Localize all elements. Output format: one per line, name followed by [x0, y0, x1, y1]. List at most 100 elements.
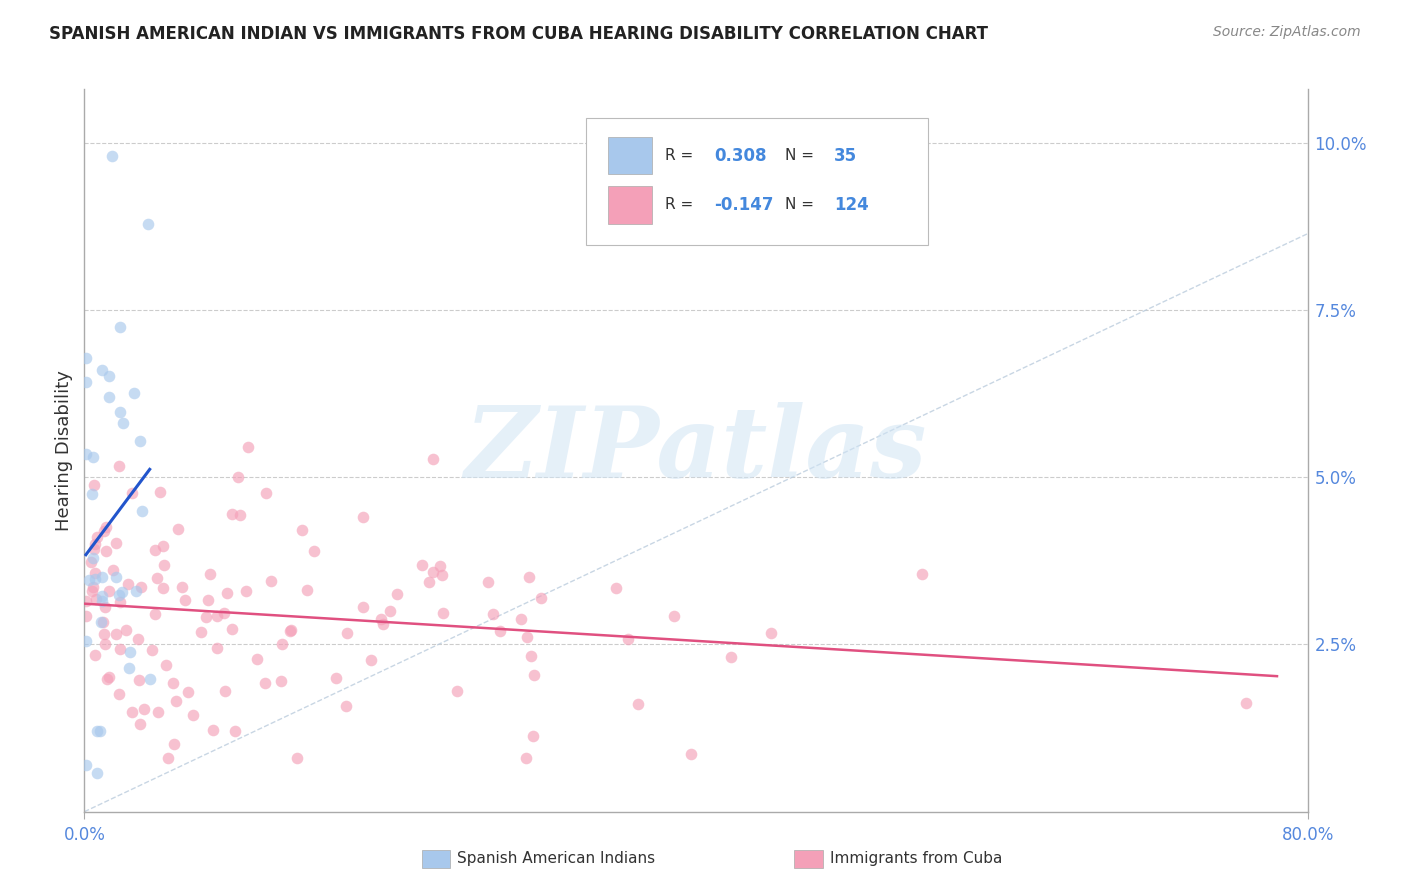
Text: Spanish American Indians: Spanish American Indians [457, 852, 655, 866]
Point [125, 584, 148, 599]
Point [82, 580, 104, 594]
Point [129, 434, 152, 448]
Point [162, 737, 184, 751]
Point [605, 581, 627, 595]
Point [108, 588, 131, 602]
Point [373, 617, 395, 632]
Point [148, 705, 170, 719]
Point [136, 217, 159, 231]
Point [132, 701, 155, 715]
Point [197, 593, 219, 607]
Point [235, 583, 257, 598]
Text: 124: 124 [834, 196, 869, 214]
Point [229, 508, 252, 522]
Point [166, 522, 188, 536]
Point [94, 599, 117, 614]
Point [93, 627, 115, 641]
Point [270, 637, 292, 651]
Point [121, 706, 143, 720]
Point [221, 507, 243, 521]
Point [387, 587, 409, 601]
Point [352, 600, 374, 615]
Point [105, 570, 128, 584]
Text: 35: 35 [834, 146, 858, 165]
Point [90, 615, 112, 629]
Text: N =: N = [786, 148, 820, 163]
Point [172, 580, 194, 594]
Text: ZIPatlas: ZIPatlas [465, 402, 927, 499]
Point [446, 684, 468, 698]
Point [205, 609, 228, 624]
Point [98, 670, 121, 684]
Point [270, 674, 292, 689]
Point [114, 623, 136, 637]
Text: 0.308: 0.308 [714, 146, 766, 165]
Point [108, 319, 131, 334]
Point [96, 672, 118, 686]
Point [517, 570, 540, 584]
Point [200, 567, 222, 582]
Point [759, 625, 782, 640]
Point [519, 649, 541, 664]
Text: Source: ZipAtlas.com: Source: ZipAtlas.com [1213, 25, 1361, 39]
Point [162, 675, 184, 690]
Point [522, 729, 544, 743]
Point [360, 653, 382, 667]
Point [83, 542, 105, 557]
Point [90, 589, 112, 603]
Point [108, 459, 131, 474]
Point [194, 609, 217, 624]
Point [617, 632, 640, 646]
Point [77, 573, 100, 587]
Point [75, 633, 97, 648]
Point [325, 671, 347, 685]
Point [254, 486, 277, 500]
Point [90, 362, 112, 376]
Point [205, 640, 228, 655]
Point [141, 642, 163, 657]
Point [335, 625, 357, 640]
Point [86, 530, 108, 544]
Point [83, 477, 105, 491]
Point [110, 595, 132, 609]
Point [124, 385, 146, 400]
Point [181, 708, 204, 723]
Point [146, 571, 169, 585]
Point [111, 584, 134, 599]
Point [75, 757, 97, 772]
Point [662, 609, 685, 624]
Text: R =: R = [665, 197, 699, 212]
FancyBboxPatch shape [607, 186, 652, 224]
Point [260, 574, 283, 589]
Point [411, 558, 433, 573]
Point [212, 606, 235, 620]
Point [1236, 696, 1258, 710]
Point [221, 622, 243, 636]
Point [91, 570, 114, 584]
Point [155, 658, 177, 673]
Point [432, 606, 454, 620]
Point [720, 649, 742, 664]
Point [370, 612, 392, 626]
Point [190, 625, 212, 640]
Point [202, 723, 225, 737]
Point [128, 673, 150, 687]
Point [108, 641, 131, 656]
Point [97, 368, 120, 383]
Point [226, 469, 249, 483]
Point [174, 593, 197, 607]
Text: Immigrants from Cuba: Immigrants from Cuba [830, 852, 1002, 866]
Point [352, 509, 374, 524]
Point [152, 582, 174, 596]
Point [422, 565, 444, 579]
Text: -0.147: -0.147 [714, 196, 773, 214]
Point [477, 575, 499, 590]
Point [149, 485, 172, 500]
Point [217, 586, 239, 600]
Point [278, 624, 301, 638]
Point [84, 648, 107, 663]
Point [911, 566, 934, 581]
Point [129, 716, 152, 731]
Point [152, 539, 174, 553]
Text: N =: N = [786, 197, 820, 212]
